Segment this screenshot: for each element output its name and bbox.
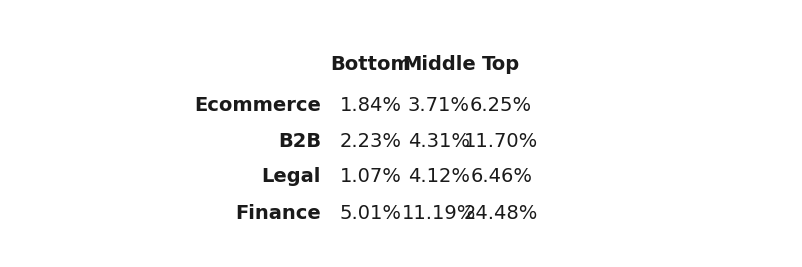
Text: Middle: Middle [402, 56, 476, 74]
Text: 11.70%: 11.70% [464, 132, 538, 151]
Text: 4.31%: 4.31% [408, 132, 470, 151]
Text: Top: Top [482, 56, 520, 74]
Text: 2.23%: 2.23% [339, 132, 402, 151]
Text: 24.48%: 24.48% [464, 205, 538, 223]
Text: 11.19%: 11.19% [402, 205, 476, 223]
Text: Finance: Finance [235, 205, 321, 223]
Text: 1.07%: 1.07% [340, 167, 402, 186]
Text: 6.25%: 6.25% [470, 96, 533, 115]
Text: Ecommerce: Ecommerce [194, 96, 321, 115]
Text: B2B: B2B [277, 132, 321, 151]
Text: 6.46%: 6.46% [470, 167, 533, 186]
Text: Legal: Legal [261, 167, 321, 186]
Text: 5.01%: 5.01% [339, 205, 402, 223]
Text: 4.12%: 4.12% [408, 167, 470, 186]
Text: 3.71%: 3.71% [408, 96, 470, 115]
Text: Bottom: Bottom [330, 56, 411, 74]
Text: 1.84%: 1.84% [339, 96, 402, 115]
